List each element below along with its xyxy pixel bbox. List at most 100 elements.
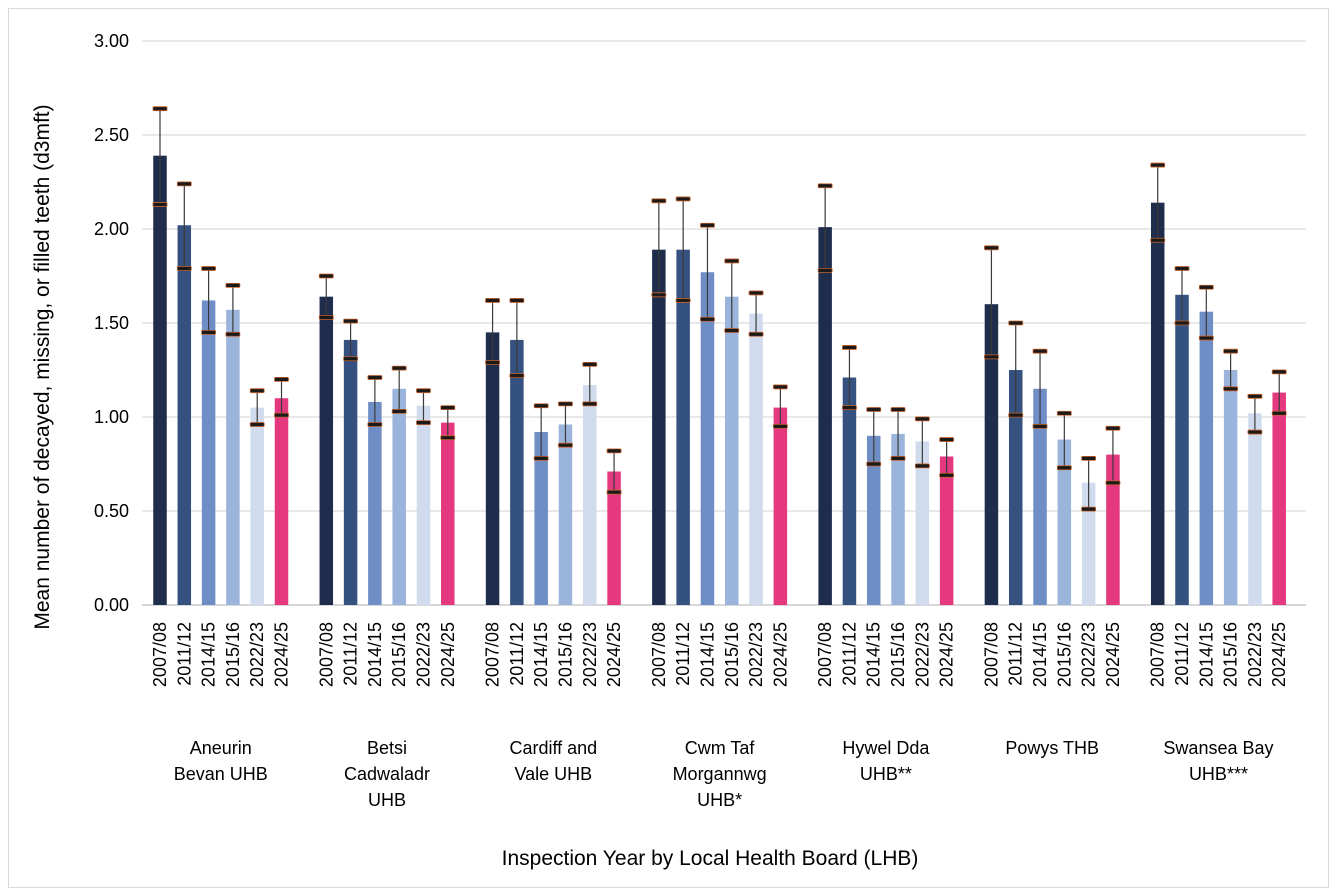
error-bars	[152, 106, 1287, 512]
error-bar-cap	[700, 316, 715, 322]
error-bar-cap	[249, 422, 265, 427]
bar	[201, 300, 216, 605]
x-tick-year-label: 2011/12	[341, 622, 361, 686]
bar	[1150, 202, 1165, 605]
error-bar-cap	[1081, 455, 1097, 461]
error-bar-cap	[1105, 480, 1121, 486]
bar	[1057, 439, 1072, 605]
category-label: Powys THB	[1005, 738, 1099, 758]
error-bar-cap	[866, 407, 882, 412]
bar	[392, 388, 406, 605]
error-bar-cap	[416, 388, 431, 394]
error-bar-cap	[1223, 386, 1239, 392]
x-tick-year-label: 2011/12	[174, 622, 194, 686]
x-tick-year-label: 2011/12	[1006, 622, 1026, 686]
bar	[749, 313, 763, 605]
bar	[842, 377, 857, 605]
x-tick-year-label: 2015/16	[722, 622, 742, 687]
bar	[1081, 482, 1096, 605]
x-axis-category-labels: Aneurin Bevan UHB Betsi Cadwaladr UHB Cardiff…	[174, 738, 1274, 810]
x-tick-year-label: 2007/08	[483, 622, 503, 687]
error-bar-cap	[866, 461, 882, 467]
bar	[700, 272, 715, 605]
error-bar-cap	[1032, 348, 1048, 354]
bar	[583, 385, 597, 605]
error-bar-cap	[890, 455, 906, 461]
y-tick-label: 0.50	[94, 501, 129, 521]
x-axis-title: Inspection Year by Local Health Board (L…	[502, 847, 919, 870]
x-tick-year-label: 2014/15	[199, 622, 219, 687]
error-bar-cap	[249, 388, 265, 394]
bar	[1272, 392, 1286, 605]
error-bar-cap	[984, 245, 999, 251]
error-bar-cap	[509, 298, 525, 303]
error-bar-cap	[1150, 162, 1166, 168]
x-tick-year-label: 2007/08	[316, 622, 336, 687]
error-bar-cap	[152, 202, 168, 207]
bar	[441, 422, 455, 605]
bar	[773, 407, 788, 605]
bar	[226, 309, 240, 605]
x-tick-year-label: 2015/16	[389, 622, 409, 687]
y-tick-label: 0.00	[94, 595, 129, 615]
error-bar-cap	[533, 403, 549, 409]
gridlines	[142, 40, 1306, 606]
x-tick-year-label: 2022/23	[912, 622, 932, 687]
x-tick-year-label: 2015/16	[223, 622, 243, 687]
error-bar-cap	[485, 298, 500, 303]
x-tick-year-label: 2015/16	[888, 622, 908, 687]
x-tick-year-label: 2024/25	[1269, 622, 1289, 687]
x-tick-year-label: 2024/25	[937, 622, 957, 687]
error-bar-cap	[1247, 393, 1263, 399]
error-bar-cap	[842, 405, 857, 411]
error-bar-cap	[772, 384, 788, 390]
bar	[607, 471, 621, 605]
bar	[319, 296, 334, 605]
error-bar-cap	[939, 437, 955, 442]
error-bar-cap	[675, 298, 691, 303]
error-bar-cap	[274, 412, 289, 418]
x-tick-year-label: 2022/23	[746, 622, 766, 687]
x-tick-year-label: 2022/23	[413, 622, 433, 687]
error-bar-cap	[367, 422, 383, 427]
error-bar-cap	[1056, 410, 1072, 416]
error-bar-cap	[582, 361, 598, 367]
error-bar-cap	[152, 106, 168, 112]
category-label: Bevan UHB	[174, 764, 268, 784]
bar	[676, 249, 690, 605]
error-bar-cap	[533, 455, 549, 461]
error-bar-cap	[748, 290, 764, 296]
x-tick-year-label: 2024/25	[1103, 622, 1123, 687]
error-bar-cap	[890, 407, 906, 412]
error-bar-cap	[440, 435, 456, 441]
bar	[1175, 294, 1189, 605]
x-tick-year-label: 2022/23	[247, 622, 267, 687]
category-label: Betsi	[367, 738, 407, 758]
error-bar-cap	[606, 448, 622, 454]
x-tick-year-label: 2014/15	[1030, 622, 1050, 687]
error-bar-cap	[1247, 429, 1263, 435]
error-bar-cap	[176, 266, 192, 271]
error-bar-cap	[1198, 284, 1214, 290]
category-label: Morgannwg	[673, 764, 767, 784]
error-bar-cap	[651, 292, 667, 298]
bars	[153, 155, 1286, 606]
x-tick-year-label: 2011/12	[1172, 622, 1192, 686]
error-bar-cap	[1081, 506, 1097, 512]
x-tick-year-label: 2014/15	[864, 622, 884, 687]
error-bar-cap	[201, 266, 217, 271]
x-tick-year-label: 2011/12	[507, 622, 527, 686]
x-axis-year-labels: 2007/08 2011/12 2014/15 2015/16 2022/23 2024/…	[150, 622, 1289, 687]
error-bar-cap	[817, 183, 833, 189]
bar	[652, 249, 666, 605]
error-bar-cap	[582, 401, 598, 407]
error-bar-cap	[1105, 425, 1121, 431]
bar	[1199, 311, 1214, 605]
error-bar-cap	[318, 314, 334, 320]
bar	[153, 155, 167, 605]
bar	[1106, 454, 1120, 605]
category-label: UHB**	[860, 764, 912, 784]
error-bar-cap	[651, 198, 667, 204]
error-bar-cap	[1271, 369, 1287, 375]
